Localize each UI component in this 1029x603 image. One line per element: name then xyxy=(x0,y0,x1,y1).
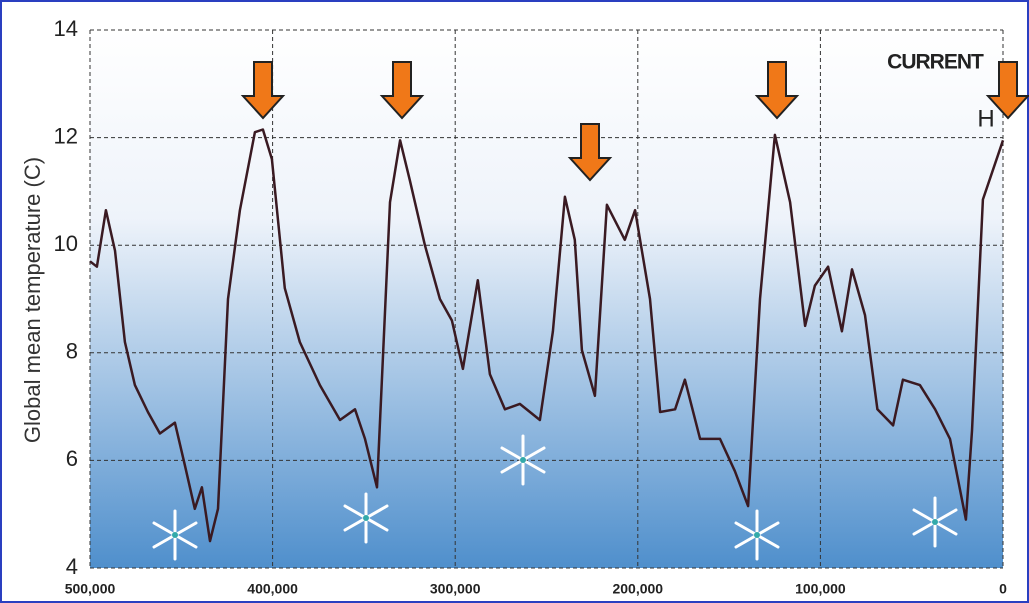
annotation: CURRENT xyxy=(887,51,984,74)
x-tick-label: 0 xyxy=(999,581,1007,597)
y-tick-label: 4 xyxy=(66,554,78,579)
y-axis-label: Global mean temperature (C) xyxy=(20,157,45,443)
x-tick-label: 500,000 xyxy=(65,581,116,597)
x-tick-label: 200,000 xyxy=(612,581,663,597)
plot-background xyxy=(90,30,1003,568)
x-tick-label: 400,000 xyxy=(247,581,298,597)
y-tick-label: 6 xyxy=(66,446,78,471)
y-tick-label: 10 xyxy=(54,231,78,256)
y-tick-label: 8 xyxy=(66,339,78,364)
line-series xyxy=(89,128,1005,543)
x-tick-label: 100,000 xyxy=(795,581,846,597)
annotation: H xyxy=(977,105,994,132)
y-tick-label: 12 xyxy=(54,123,78,148)
y-tick-label: 14 xyxy=(54,16,78,41)
x-tick-label: 300,000 xyxy=(430,581,481,597)
